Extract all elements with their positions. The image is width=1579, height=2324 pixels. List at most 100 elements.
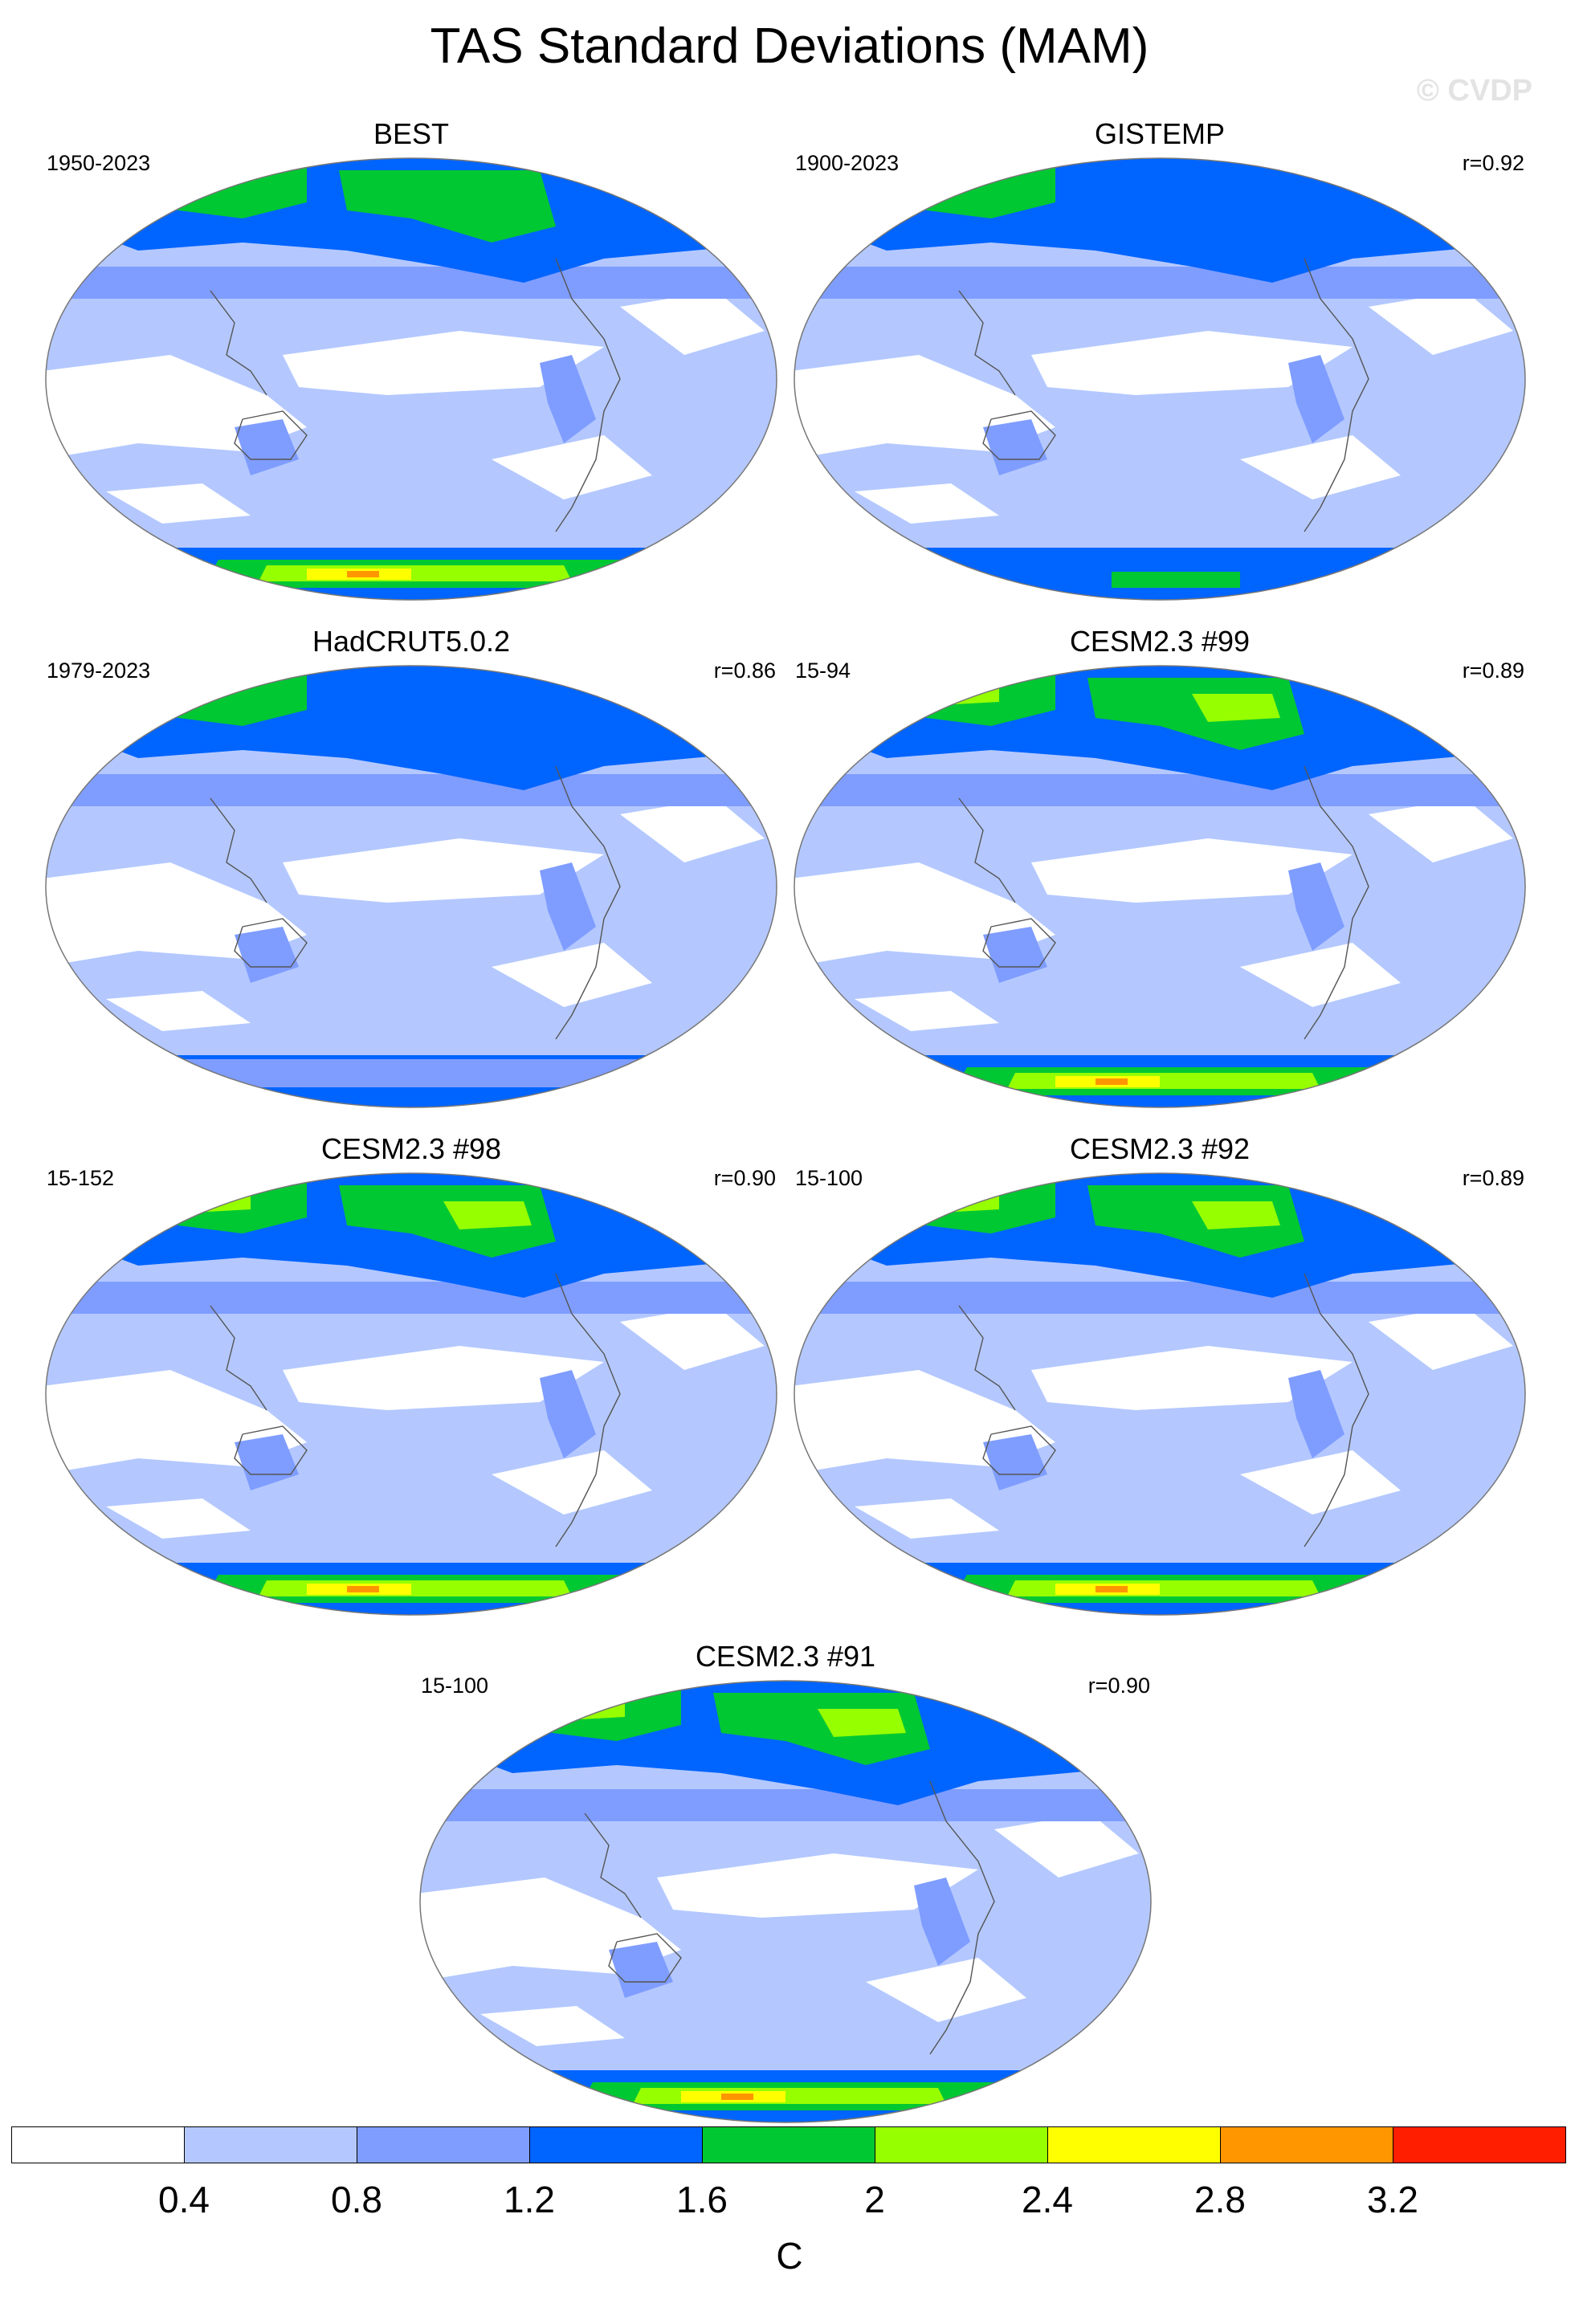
- americas-coastline: [1304, 1273, 1369, 1547]
- watermark: © CVDP: [1416, 74, 1532, 108]
- map-gistemp: [794, 157, 1526, 601]
- field-level-0-8: [235, 927, 299, 983]
- australia-coastline: [982, 410, 1056, 460]
- map-boundary: [45, 1172, 777, 1616]
- field-level-2: [259, 1580, 572, 1596]
- americas-coastline: [1304, 765, 1369, 1040]
- asia-coastline: [958, 797, 1016, 903]
- map-field: [46, 666, 777, 1107]
- map-panel-gistemp: GISTEMP 1900-2023 r=0.92: [790, 117, 1529, 601]
- panel-period: 1979-2023: [47, 658, 151, 683]
- field-below-0-4: [620, 1306, 765, 1370]
- map-panel-best: BEST 1950-2023: [42, 117, 781, 601]
- field-below-0-4: [492, 1450, 652, 1515]
- panel-period: 15-100: [421, 1674, 489, 1698]
- field-below-0-4: [994, 1813, 1139, 1878]
- colorbar-segment: [1047, 2126, 1221, 2163]
- panel-title: CESM2.3 #99: [1069, 625, 1251, 658]
- field-below-0-4: [1031, 331, 1353, 395]
- colorbar-segment: [529, 2126, 703, 2163]
- map-field: [46, 1173, 777, 1615]
- field-below-0-4: [1369, 1306, 1513, 1370]
- field-level-0-8: [540, 1370, 596, 1458]
- map-panel-cesm-92: CESM2.3 #92 15-100 r=0.89: [790, 1132, 1529, 1616]
- colorbar-tick-label: 2.8: [1194, 2179, 1246, 2220]
- panel-period: 15-94: [795, 658, 851, 683]
- map-cesm-98: [45, 1172, 777, 1616]
- colorbar-tick-label: 2: [864, 2179, 885, 2220]
- panel-title: CESM2.3 #98: [320, 1132, 502, 1165]
- map-field: [794, 1173, 1525, 1615]
- map-panel-cesm-98: CESM2.3 #98 15-152 r=0.90: [42, 1132, 781, 1616]
- field-level-0-8: [609, 1942, 673, 1998]
- colorbar-segment: [184, 2126, 357, 2163]
- map-cesm-92: [794, 1172, 1526, 1616]
- field-level-2-4: [537, 1697, 585, 1713]
- australia-coastline: [608, 1933, 682, 1983]
- field-below-0-4: [866, 1958, 1026, 2022]
- field-level-0-8: [46, 774, 777, 806]
- field-level-0-8: [46, 1282, 777, 1314]
- field-level-2-8: [347, 571, 379, 577]
- map-boundary: [794, 1172, 1526, 1616]
- field-below-0-4: [855, 483, 999, 524]
- colorbar-segment: [357, 2126, 530, 2163]
- panel-title: HadCRUT5.0.2: [312, 625, 511, 658]
- field-level-2: [443, 1201, 532, 1229]
- field-below-0-4: [620, 291, 765, 355]
- field-level-0-8: [540, 862, 596, 951]
- australia-coastline: [234, 1425, 308, 1475]
- panel-title: CESM2.3 #91: [695, 1640, 876, 1673]
- map-boundary: [794, 157, 1526, 601]
- colorbar-tick-label: 3.2: [1367, 2179, 1418, 2220]
- field-below-0-4: [492, 435, 652, 499]
- americas-coastline: [555, 765, 621, 1040]
- panel-correlation: r=0.90: [713, 1166, 776, 1190]
- panel-correlation: r=0.90: [1087, 1674, 1150, 1698]
- field-level-2-4: [162, 1189, 210, 1205]
- field-below-0-4: [1240, 1450, 1401, 1515]
- panel-correlation: r=0.92: [1462, 151, 1524, 175]
- asia-coastline: [210, 290, 267, 396]
- field-level-0-8: [1288, 355, 1344, 443]
- panel-period: 1950-2023: [47, 151, 151, 175]
- field-below-0-4: [1240, 435, 1401, 499]
- australia-coastline: [982, 1425, 1056, 1475]
- field-level-2-8: [1096, 1586, 1128, 1592]
- field-below-0-4: [106, 1498, 251, 1539]
- americas-coastline: [555, 1273, 621, 1547]
- map-field: [46, 158, 777, 600]
- field-below-0-4: [855, 991, 999, 1031]
- colorbar: [11, 2126, 1566, 2165]
- field-below-0-4: [1369, 291, 1513, 355]
- field-level-2: [1192, 1201, 1280, 1229]
- field-level-0-8: [540, 355, 596, 443]
- field-below-0-4: [492, 943, 652, 1007]
- field-below-0-4: [855, 1498, 999, 1539]
- field-level-0-8: [420, 1789, 1151, 1821]
- field-level-3-2: [919, 674, 939, 686]
- panel-correlation: r=0.86: [713, 658, 776, 683]
- americas-coastline: [555, 258, 621, 532]
- australia-coastline: [234, 918, 308, 968]
- field-level-2-8: [347, 1586, 379, 1592]
- colorbar-segment: [875, 2126, 1048, 2163]
- colorbar-tick-label: 0.8: [331, 2179, 382, 2220]
- field-level-2: [633, 2088, 946, 2104]
- colorbar-segment: [1393, 2126, 1566, 2163]
- field-level-0-8: [74, 1059, 749, 1087]
- map-boundary: [419, 1680, 1152, 2123]
- field-below-0-4: [657, 1853, 978, 1918]
- field-below-0-4: [106, 483, 251, 524]
- colorbar-units: C: [776, 2235, 803, 2277]
- americas-coastline: [1304, 258, 1369, 532]
- field-level-2: [146, 1185, 251, 1213]
- field-level-0-8: [235, 1434, 299, 1490]
- field-level-0-8: [983, 927, 1047, 983]
- field-level-0-8: [1288, 1370, 1344, 1458]
- field-below-0-4: [283, 331, 604, 395]
- panel-period: 15-100: [795, 1166, 863, 1190]
- field-level-3-2: [545, 1689, 565, 1701]
- field-level-2: [259, 565, 572, 581]
- map-field: [794, 666, 1525, 1107]
